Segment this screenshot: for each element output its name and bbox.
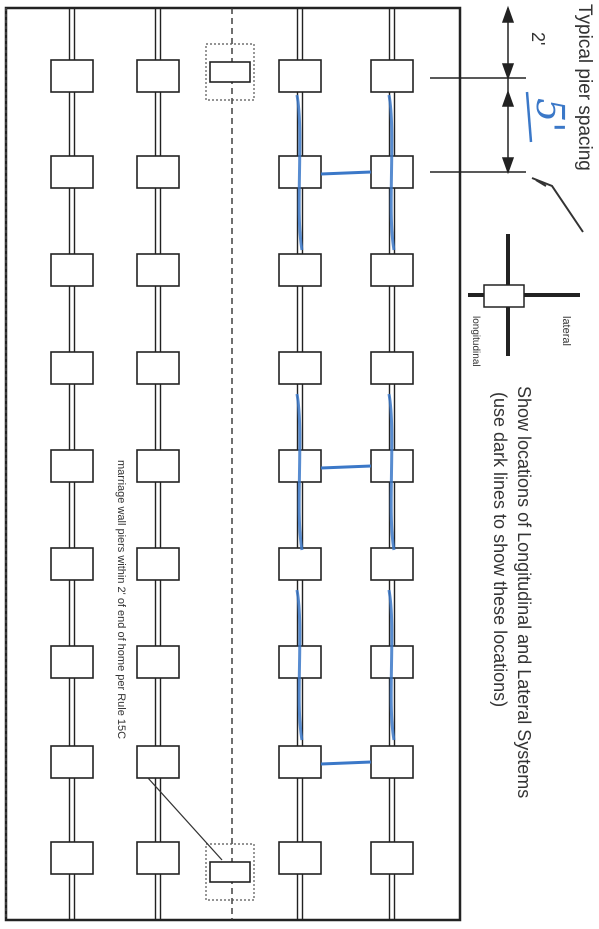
longitudinal-mark-c1-3 [295,589,304,741]
legend-lateral-label: lateral [560,316,572,346]
arrow-head-mid-up [501,63,515,81]
instruction-line-2: (use dark lines to show these locations) [490,392,510,708]
pier-c1-r7 [50,645,94,679]
arrow-head-bottom [501,157,515,175]
pier-c1-r1 [50,59,94,93]
pier-c3-r8 [278,745,322,779]
marriage-pier-2 [209,861,251,883]
arrow-head-mid-down [501,89,515,107]
handwritten-spacing-value: 5' [528,98,572,133]
pier-c1-r3 [50,253,94,287]
spacing-dimension-label: 2' [528,32,548,46]
pier-c1-r2 [50,155,94,189]
pier-c3-r6 [278,547,322,581]
spacing-dimension [430,5,526,175]
pier-c2-r6 [136,547,180,581]
pier-c4-r4 [370,351,414,385]
pier-c3-r9 [278,841,322,875]
leader-scribble [531,177,584,233]
pier-c4-r9 [370,841,414,875]
marriage-pier-outline-1 [205,43,255,101]
marriage-wall-note: marriage wall piers within 2' of end of … [115,460,127,740]
pier-c1-r5 [50,449,94,483]
pier-c2-r9 [136,841,180,875]
longitudinal-mark-c2-1 [387,94,396,251]
pier-c3-r1 [278,59,322,93]
pier-legend-symbol [468,234,580,356]
instruction-line-1: Show locations of Longitudinal and Later… [514,386,534,799]
arrow-head-top [501,5,515,23]
pier-c4-r6 [370,547,414,581]
marriage-pier-1 [209,61,251,83]
legend-longitudinal-label: longitudinal [470,316,481,367]
pier-c4-r8 [370,745,414,779]
pier-c2-r5 [136,449,180,483]
pier-c4-r3 [370,253,414,287]
pier-c2-r1 [136,59,180,93]
longitudinal-mark-c2-3 [387,589,396,741]
pier-c2-r8 [136,745,180,779]
lateral-mark-2 [320,464,372,470]
longitudinal-mark-c1-1 [295,94,304,251]
pier-c2-r2 [136,155,180,189]
pier-c2-r3 [136,253,180,287]
typical-pier-spacing-label: Typical pier spacing [574,4,595,171]
lateral-mark-3 [320,760,372,766]
lateral-mark-1 [320,170,372,176]
pier-c1-r8 [50,745,94,779]
pier-c2-r4 [136,351,180,385]
pier-c4-r1 [370,59,414,93]
marriage-note-leader [147,777,223,861]
pier-c3-r3 [278,253,322,287]
pier-c3-r4 [278,351,322,385]
marriage-pier-outline-2 [205,843,255,901]
legend-pier [483,284,525,308]
longitudinal-mark-c1-2 [295,393,304,551]
pier-c1-r4 [50,351,94,385]
pier-c2-r7 [136,645,180,679]
longitudinal-mark-c2-2 [387,393,396,551]
pier-c1-r6 [50,547,94,581]
pier-c1-r9 [50,841,94,875]
handwritten-tick [525,91,533,143]
